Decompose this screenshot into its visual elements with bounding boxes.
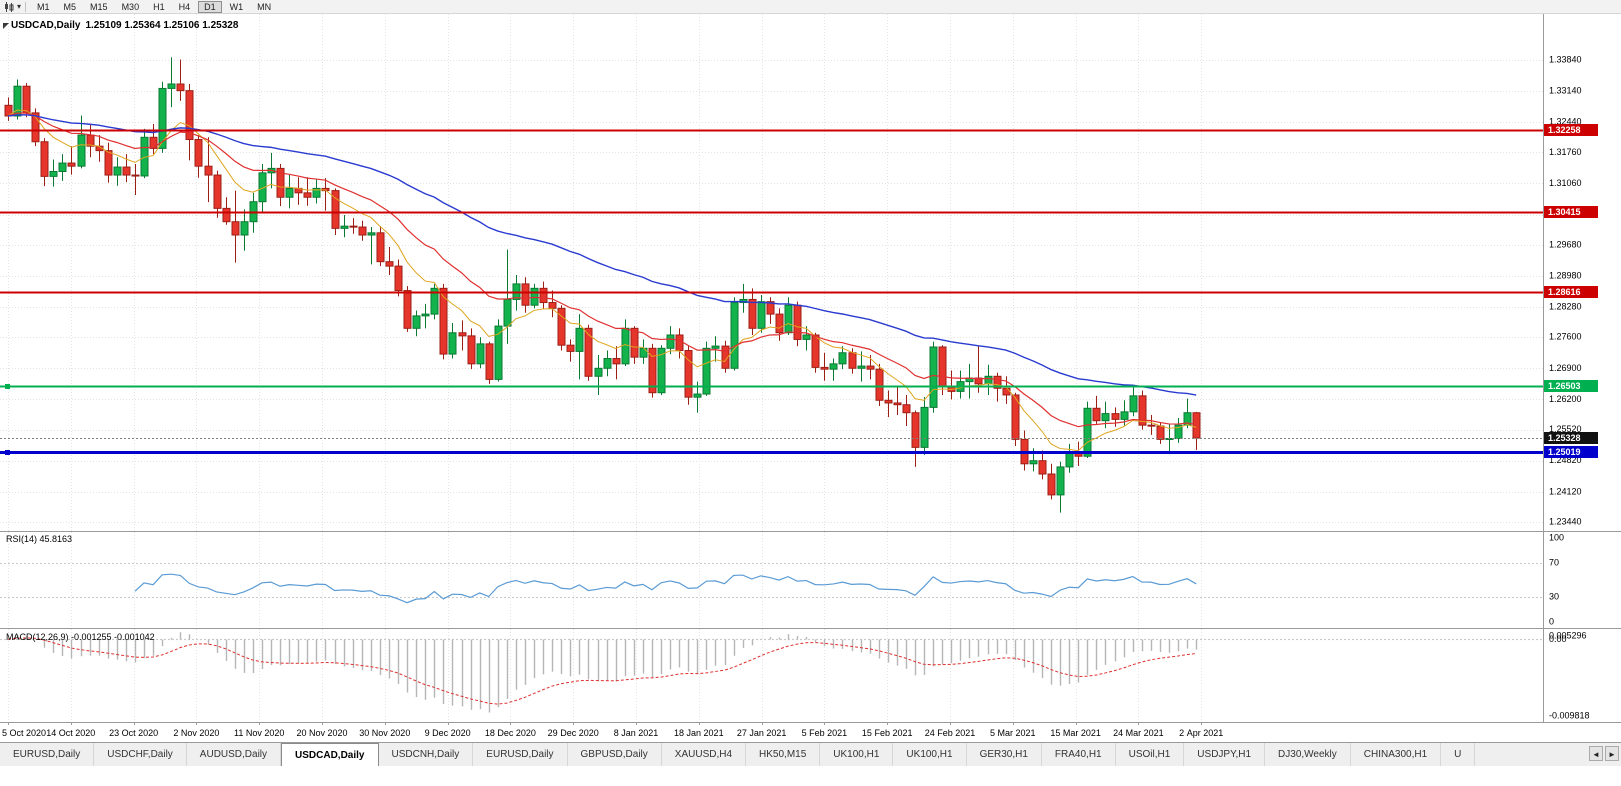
chart-tab-4[interactable]: USDCAD,Daily: [281, 743, 379, 766]
chart-title: USDCAD,Daily 1.25109 1.25364 1.25106 1.25…: [11, 20, 238, 31]
tab-scroll-buttons: ◄ ►: [1589, 746, 1619, 761]
chart-tab-10[interactable]: UK100,H1: [820, 743, 894, 766]
chart-tab-6[interactable]: EURUSD,Daily: [473, 743, 568, 766]
chart-tab-3[interactable]: AUDUSD,Daily: [187, 743, 282, 766]
tab-scroll-right-button[interactable]: ►: [1605, 746, 1619, 761]
rsi-indicator-label: RSI(14) 45.8163: [6, 534, 73, 544]
timeframe-buttons: M1 M5 M15 M30 H1 H4 D1 W1 MN: [30, 0, 278, 13]
chart-tab-17[interactable]: CHINA300,H1: [1351, 743, 1442, 766]
chart-tab-2[interactable]: USDCHF,Daily: [94, 743, 187, 766]
chart-tab-bar: EURUSD,Daily USDCHF,Daily AUDUSD,Daily USDC…: [0, 742, 1621, 766]
chart-tab-13[interactable]: FRA40,H1: [1042, 743, 1116, 766]
chart-tab-14[interactable]: USOil,H1: [1116, 743, 1185, 766]
timeframe-button-h1[interactable]: H1: [153, 1, 165, 12]
tab-scroll-left-button[interactable]: ◄: [1589, 746, 1603, 761]
timeframe-button-m5[interactable]: M5: [63, 1, 77, 12]
timeframe-button-d1[interactable]: D1: [198, 0, 222, 13]
timeframe-button-m1[interactable]: M1: [37, 1, 50, 12]
timeframe-button-m15[interactable]: M15: [90, 1, 108, 12]
top-toolbar: ▾ M1 M5 M15 M30 H1 H4 D1 W1 MN: [0, 0, 1621, 14]
chart-symbol-label: USDCAD,Daily: [11, 20, 81, 31]
chart-tab-18[interactable]: U: [1441, 743, 1476, 766]
chart-tab-7[interactable]: GBPUSD,Daily: [568, 743, 662, 766]
chart-tab-8[interactable]: XAUUSD,H4: [662, 743, 747, 766]
timeframe-button-m30[interactable]: M30: [121, 1, 140, 12]
chart-tab-16[interactable]: DJ30,Weekly: [1265, 743, 1351, 766]
chart-ohlc-values: 1.25109 1.25364 1.25106 1.25328: [85, 20, 239, 31]
chart-corner-icon: [3, 23, 9, 29]
chart-tab-15[interactable]: USDJPY,H1: [1184, 743, 1266, 766]
chart-tab-5[interactable]: USDCNH,Daily: [379, 743, 474, 766]
chart-tab-11[interactable]: UK100,H1: [893, 743, 967, 766]
candlestick-chart-icon[interactable]: [3, 1, 16, 12]
toolbar-separator: [25, 1, 27, 12]
timeframe-button-mn[interactable]: MN: [257, 1, 272, 12]
timeframe-button-h4[interactable]: H4: [178, 1, 191, 12]
chart-tab-9[interactable]: HK50,M15: [746, 743, 821, 766]
chart-tab-12[interactable]: GER30,H1: [967, 743, 1042, 766]
chart-type-dropdown-icon[interactable]: ▾: [17, 2, 22, 11]
chart-canvas[interactable]: [0, 14, 1621, 742]
timeframe-button-w1[interactable]: W1: [229, 1, 244, 12]
chart-tab-1[interactable]: EURUSD,Daily: [0, 743, 95, 766]
macd-indicator-label: MACD(12,26,9) -0.001255 -0.001042: [6, 632, 155, 642]
